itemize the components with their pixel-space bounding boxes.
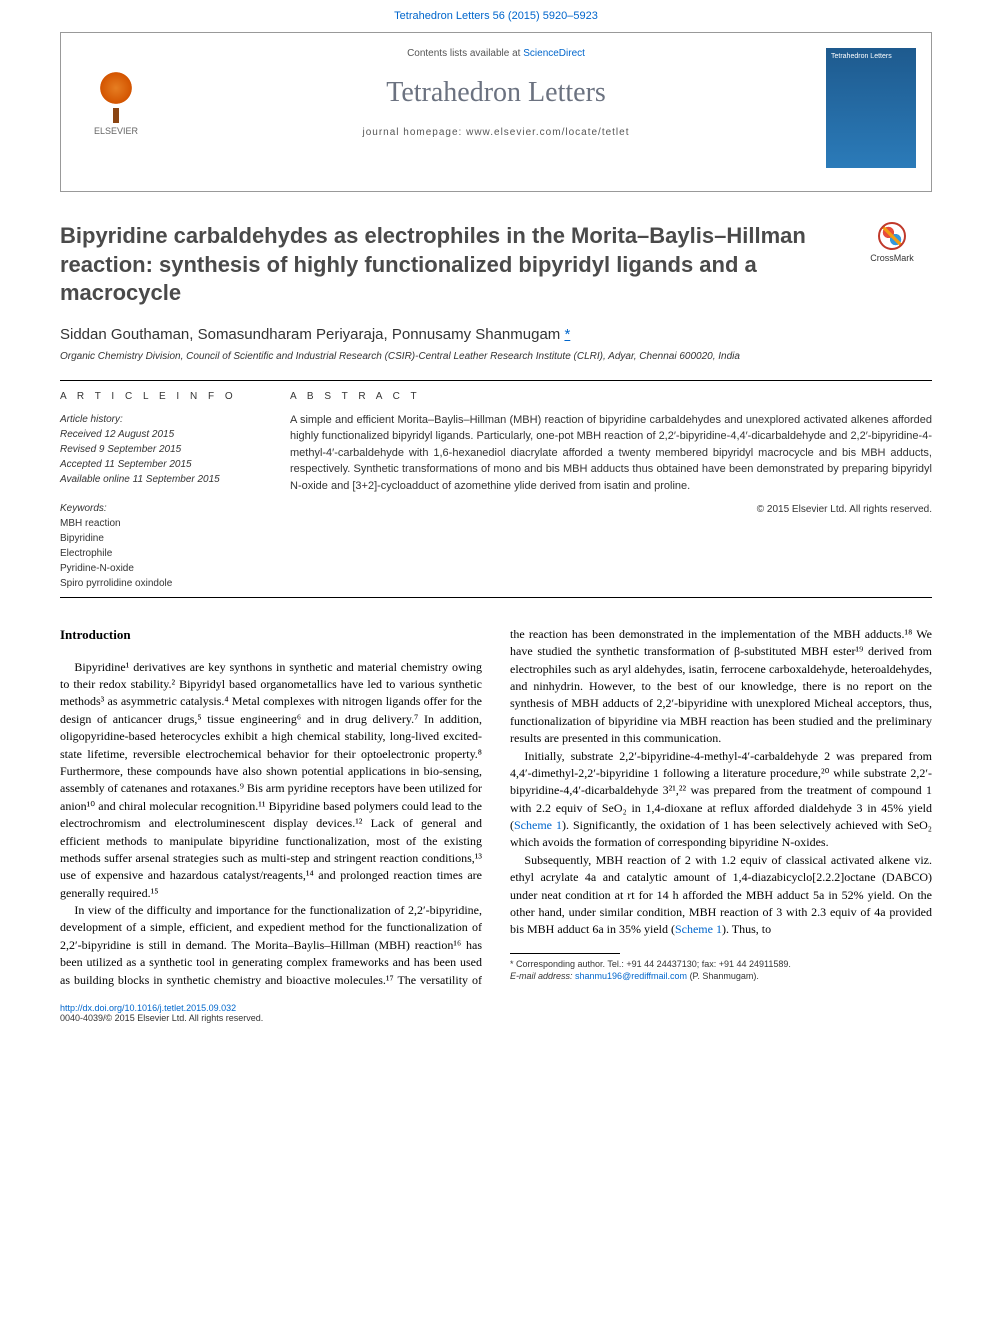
history-revised: Revised 9 September 2015 [60,442,260,457]
divider [60,597,932,598]
citation-header: Tetrahedron Letters 56 (2015) 5920–5923 [0,10,992,22]
keyword: Bipyridine [60,531,260,546]
abstract-copyright: © 2015 Elsevier Ltd. All rights reserved… [290,504,932,515]
body-paragraph: Initially, substrate 2,2′-bipyridine-4-m… [510,748,932,852]
doi-link[interactable]: http://dx.doi.org/10.1016/j.tetlet.2015.… [60,1003,236,1013]
corresponding-author-footnote: * Corresponding author. Tel.: +91 44 244… [510,958,932,983]
article-body: Introduction Bipyridine¹ derivatives are… [60,626,932,989]
history-head: Article history: [60,412,260,427]
article-title: Bipyridine carbaldehydes as electrophile… [60,222,832,308]
keyword: MBH reaction [60,516,260,531]
section-heading-introduction: Introduction [60,626,482,645]
scheme-link[interactable]: Scheme 1 [675,922,722,936]
body-text: ). Thus, to [722,922,771,936]
keyword: Spiro pyrrolidine oxindole [60,576,260,591]
footnote-separator [510,953,620,954]
abstract-label: A B S T R A C T [290,391,932,402]
elsevier-tree-icon [91,68,141,118]
keywords-block: Keywords: MBH reaction Bipyridine Electr… [60,501,260,591]
abstract-text: A simple and efficient Morita–Baylis–Hil… [290,412,932,495]
crossmark-label: CrossMark [870,253,914,263]
journal-header-box: ELSEVIER Contents lists available at Sci… [60,32,932,192]
page-footer: http://dx.doi.org/10.1016/j.tetlet.2015.… [60,1003,932,1023]
article-history: Article history: Received 12 August 2015… [60,412,260,487]
email-label: E-mail address: [510,971,575,981]
divider [60,380,932,381]
sciencedirect-link[interactable]: ScienceDirect [523,48,585,59]
affiliation: Organic Chemistry Division, Council of S… [60,351,932,362]
footnote-line: * Corresponding author. Tel.: +91 44 244… [510,958,932,971]
cover-title: Tetrahedron Letters [831,53,911,60]
publisher-logo[interactable]: ELSEVIER [81,68,151,136]
keyword: Electrophile [60,546,260,561]
history-online: Available online 11 September 2015 [60,472,260,487]
journal-name: Tetrahedron Letters [61,77,931,109]
author-email-link[interactable]: shanmu196@rediffmail.com [575,971,687,981]
homepage-label: journal homepage: [362,127,466,138]
journal-homepage-line: journal homepage: www.elsevier.com/locat… [61,127,931,138]
body-paragraph: Bipyridine¹ derivatives are key synthons… [60,659,482,902]
email-suffix: (P. Shanmugam). [687,971,759,981]
keywords-head: Keywords: [60,501,260,516]
issn-copyright: 0040-4039/© 2015 Elsevier Ltd. All right… [60,1013,263,1023]
body-paragraph: Subsequently, MBH reaction of 2 with 1.2… [510,852,932,939]
author-list: Siddan Gouthaman, Somasundharam Periyara… [60,326,932,343]
contents-prefix: Contents lists available at [407,48,523,59]
history-accepted: Accepted 11 September 2015 [60,457,260,472]
article-info-label: A R T I C L E I N F O [60,391,260,402]
corresponding-author-marker[interactable]: * [564,326,570,343]
scheme-link[interactable]: Scheme 1 [514,818,562,832]
body-text: ). Significantly, the oxidation of 1 has… [510,818,932,849]
publisher-name: ELSEVIER [81,126,151,136]
homepage-url[interactable]: www.elsevier.com/locate/tetlet [466,127,629,138]
journal-cover-thumbnail[interactable]: Tetrahedron Letters [826,48,916,168]
crossmark-icon [878,222,906,250]
keyword: Pyridine-N-oxide [60,561,260,576]
crossmark-badge[interactable]: CrossMark [852,222,932,263]
history-received: Received 12 August 2015 [60,427,260,442]
author-names: Siddan Gouthaman, Somasundharam Periyara… [60,326,560,343]
contents-available-line: Contents lists available at ScienceDirec… [61,48,931,59]
